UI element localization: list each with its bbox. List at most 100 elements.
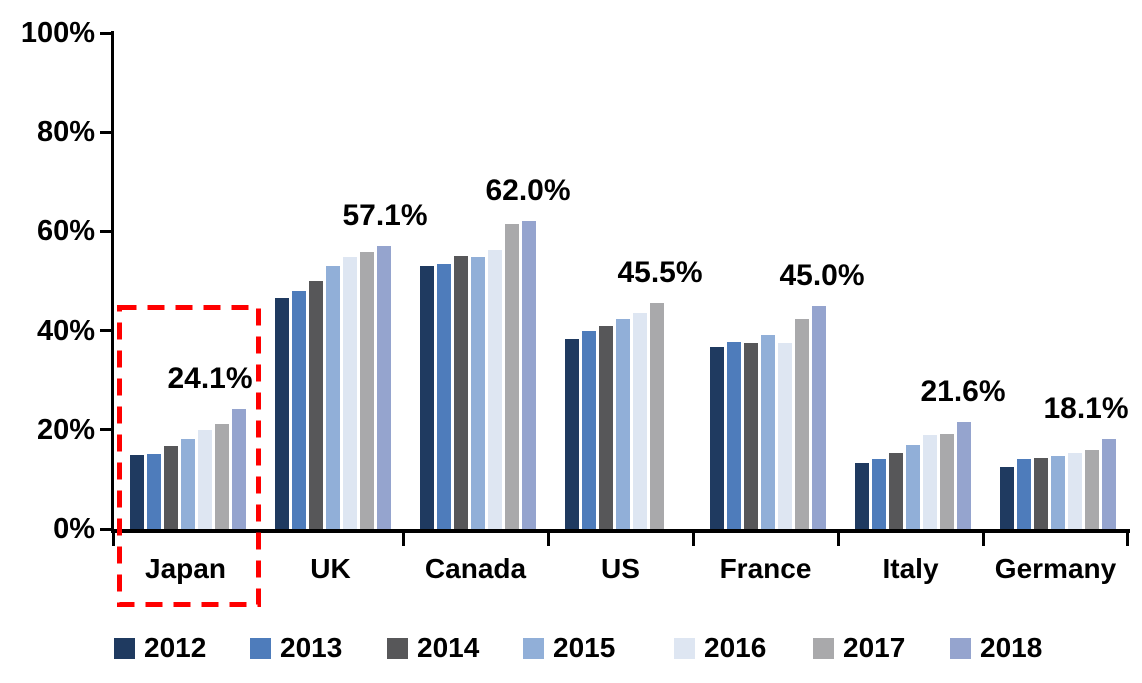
legend-item-2014: 2014 [387, 628, 479, 668]
bar-us-2013 [582, 330, 596, 529]
legend-label: 2012 [144, 632, 207, 663]
bar-italy-2014 [889, 452, 903, 529]
bar-uk-2016 [343, 257, 357, 529]
bar-italy-2016 [923, 434, 937, 529]
bar-germany-2016 [1068, 452, 1082, 529]
y-axis-tick [100, 31, 111, 35]
bar-france-2017 [795, 318, 809, 529]
y-axis-tick [100, 130, 111, 134]
y-axis-line [111, 31, 114, 533]
x-axis-category-label-italy: Italy [882, 553, 939, 584]
value-label-germany: 18.1% [1043, 392, 1129, 426]
x-axis-category-label-france: France [719, 553, 812, 584]
legend-item-2013: 2013 [250, 628, 342, 668]
legend-swatch-2013 [250, 637, 271, 659]
y-axis-tick-label: 60% [36, 215, 95, 248]
bar-japan-2012 [130, 455, 144, 529]
bar-germany-2013 [1017, 459, 1031, 529]
legend-item-2018: 2018 [950, 628, 1042, 668]
value-label-us: 45.5% [617, 256, 703, 290]
legend-swatch-2015 [523, 637, 544, 659]
legend-label: 2014 [417, 632, 480, 663]
y-axis-tick-label: 0% [53, 513, 95, 545]
bar-japan-2016 [198, 430, 212, 529]
bar-canada-2017 [505, 223, 519, 529]
value-label-uk: 57.1% [342, 198, 428, 232]
legend: 2012 2013 2014 2015 2016 2017 2018 [0, 628, 1142, 672]
bar-germany-2015 [1051, 456, 1065, 529]
y-axis-tick-label: 80% [36, 116, 95, 149]
bar-france-2015 [761, 334, 775, 529]
bar-canada-2015 [471, 257, 485, 529]
bar-uk-2012 [275, 298, 289, 529]
bar-italy-2012 [855, 462, 869, 529]
x-axis-category-label-germany: Germany [994, 553, 1117, 584]
bar-us-2016 [633, 312, 647, 529]
bar-uk-2014 [309, 280, 323, 529]
x-axis-category-label-us: US [601, 553, 640, 584]
x-axis-line [111, 529, 1130, 533]
x-axis-category-label-uk: UK [310, 553, 351, 584]
bar-uk-2018 [377, 245, 391, 529]
bar-france-2018 [812, 305, 826, 529]
legend-item-2017: 2017 [813, 628, 905, 668]
bar-japan-2014 [164, 446, 178, 529]
bar-germany-2012 [1000, 466, 1014, 529]
value-label-italy: 21.6% [920, 374, 1006, 408]
bar-canada-2013 [437, 263, 451, 529]
x-axis-tick [546, 532, 550, 546]
x-axis-tick [1125, 532, 1129, 546]
y-axis-tick-label: 100% [20, 17, 95, 49]
x-axis-tick [981, 532, 985, 546]
bar-japan-2013 [147, 454, 161, 529]
y-axis-tick [100, 229, 111, 233]
value-label-canada: 62.0% [485, 174, 571, 208]
bar-japan-2015 [181, 439, 195, 529]
legend-item-2015: 2015 [523, 628, 615, 668]
legend-swatch-2014 [387, 637, 408, 659]
value-label-japan: 24.1% [167, 362, 253, 396]
bar-us-2015 [616, 319, 630, 529]
x-axis-tick [836, 532, 840, 546]
legend-label: 2015 [553, 632, 616, 663]
bar-germany-2017 [1085, 450, 1099, 529]
bar-italy-2015 [906, 445, 920, 529]
legend-swatch-2017 [813, 637, 834, 659]
bar-france-2016 [778, 343, 792, 529]
x-axis-tick [256, 532, 260, 546]
bar-canada-2016 [488, 250, 502, 529]
bar-france-2014 [744, 343, 758, 529]
bar-italy-2017 [940, 433, 954, 529]
bar-france-2012 [710, 347, 724, 529]
bar-uk-2013 [292, 290, 306, 529]
y-axis-tick [100, 527, 111, 531]
x-axis-category-label-canada: Canada [424, 553, 527, 584]
bar-uk-2015 [326, 265, 340, 529]
y-axis-tick [100, 329, 111, 333]
bar-germany-2014 [1034, 457, 1048, 529]
legend-item-2016: 2016 [674, 628, 766, 668]
legend-label: 2018 [980, 632, 1043, 663]
x-axis-tick [111, 532, 115, 546]
legend-swatch-2018 [950, 637, 971, 659]
value-label-france: 45.0% [779, 258, 865, 292]
bar-germany-2018 [1102, 439, 1116, 529]
legend-label: 2013 [280, 632, 343, 663]
x-axis-tick [401, 532, 405, 546]
bar-canada-2014 [454, 256, 468, 529]
legend-label: 2016 [704, 632, 767, 663]
bar-italy-2013 [872, 458, 886, 529]
x-axis-tick [691, 532, 695, 546]
bar-japan-2018 [232, 409, 246, 529]
x-axis-category-label-japan: Japan [145, 553, 226, 584]
bar-france-2013 [727, 342, 741, 529]
bar-us-2017 [650, 303, 664, 529]
bar-canada-2012 [420, 265, 434, 529]
bar-canada-2018 [522, 221, 536, 529]
legend-item-2012: 2012 [114, 628, 206, 668]
bar-us-2014 [599, 325, 613, 529]
y-axis-tick [100, 428, 111, 432]
bar-italy-2018 [957, 421, 971, 529]
bar-uk-2017 [360, 252, 374, 529]
